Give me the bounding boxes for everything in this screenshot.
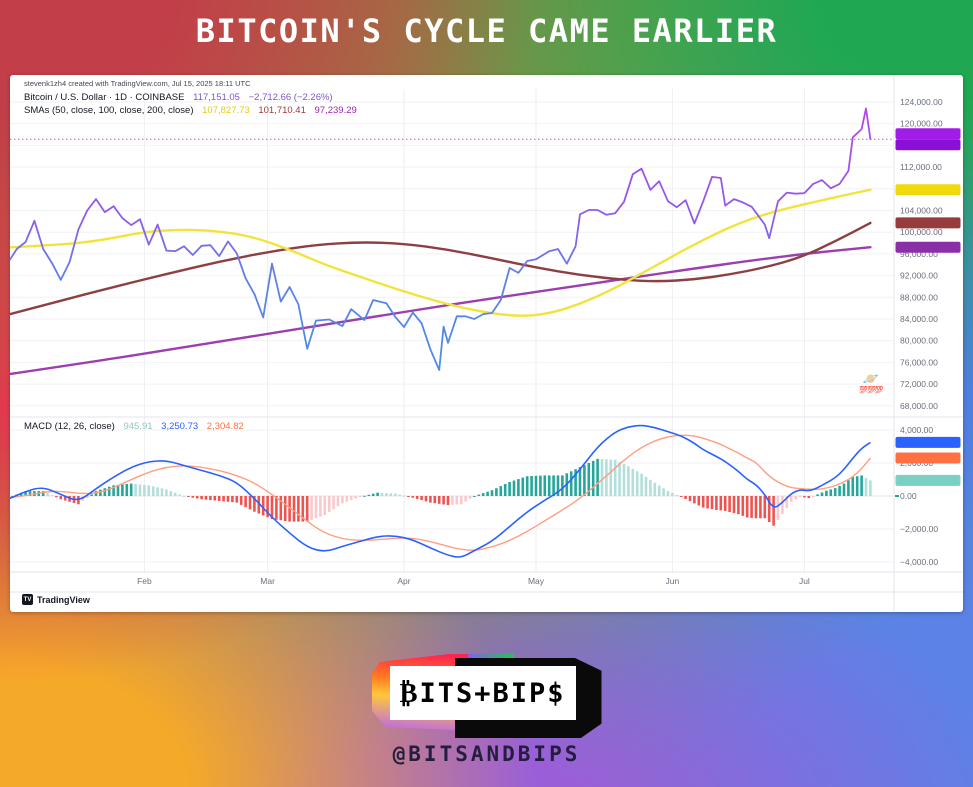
svg-text:80,000.00: 80,000.00 (900, 336, 938, 346)
macd-label: MACD (12, 26, close) (24, 421, 115, 432)
chart-attribution: stevenk1zh4 created with TradingView.com… (24, 79, 251, 88)
sma-line (10, 188, 872, 317)
sma100-value: 101,710.41 (258, 105, 306, 116)
plot-lines (10, 107, 894, 558)
sma-label: SMAs (50, close, 100, close, 200, close) (24, 105, 194, 116)
svg-text:−4,000.00: −4,000.00 (900, 557, 938, 567)
tradingview-footer: TV TradingView (22, 594, 90, 605)
svg-text:120,000.00: 120,000.00 (900, 119, 943, 129)
svg-text:−2,000.00: −2,000.00 (900, 524, 938, 534)
planet-emoji-icon: 🪐 (862, 371, 880, 386)
macd-hist-value: 945.91 (123, 421, 153, 432)
bits-bips-logo: ₿ITS+BIP$ (371, 648, 602, 738)
tradingview-label: TradingView (37, 594, 90, 605)
macd-histogram (11, 458, 872, 526)
svg-text:100,000.00: 100,000.00 (900, 227, 943, 237)
logo-text: ₿ITS+BIP$ (399, 677, 566, 709)
macd-line-value: 3,250.73 (161, 421, 199, 432)
svg-text:88,000.00: 88,000.00 (900, 292, 938, 302)
macd-legend: MACD (12, 26, close) 945.91 3,250.73 2,3… (24, 421, 250, 432)
tradingview-logo-icon: TV (22, 594, 33, 605)
svg-text:Jun: Jun (666, 576, 680, 586)
sma-line (10, 221, 872, 316)
svg-text:112,000.00: 112,000.00 (900, 162, 942, 172)
social-handle: @BITSANDBIPS (392, 742, 581, 766)
macd-line (10, 424, 871, 558)
logo-wordmark: ₿ITS+BIP$ (389, 666, 576, 720)
poster-title: BITCOIN'S CYCLE CAME EARLIER (195, 12, 778, 50)
symbol-legend: Bitcoin / U.S. Dollar · 1D · COINBASE 11… (24, 92, 339, 103)
svg-text:May: May (528, 576, 545, 586)
svg-text:92,000.00: 92,000.00 (900, 271, 938, 281)
emoji-stickers: 🪐 💯💯💯 (840, 372, 902, 394)
chart-panel: 124,000.00 120,000.00 112,000.00 104,000.00… (10, 75, 963, 612)
svg-text:Mar: Mar (260, 576, 275, 586)
svg-text:Apr: Apr (397, 576, 410, 586)
macd-signal-line (10, 434, 871, 551)
symbol-last-price: 117,151.05 (193, 92, 240, 103)
symbol-change: −2,712.66 (−2.26%) (248, 92, 333, 103)
hundred-emoji-icon: 💯💯💯 (859, 387, 883, 394)
svg-text:0.00: 0.00 (900, 491, 917, 501)
sma-legend: SMAs (50, close, 100, close, 200, close)… (24, 105, 363, 116)
sma-line (10, 246, 872, 376)
svg-text:Feb: Feb (137, 576, 152, 586)
macd-signal-value: 2,304.82 (206, 421, 244, 432)
svg-text:Jul: Jul (799, 576, 810, 586)
sma200-value: 97,239.29 (314, 105, 357, 116)
svg-text:72,000.00: 72,000.00 (900, 379, 938, 389)
symbol-name: Bitcoin / U.S. Dollar · 1D · COINBASE (24, 92, 185, 103)
price-line (10, 107, 872, 371)
svg-text:76,000.00: 76,000.00 (900, 357, 938, 367)
svg-text:84,000.00: 84,000.00 (900, 314, 938, 324)
svg-text:68,000.00: 68,000.00 (900, 401, 938, 411)
svg-text:4,000.00: 4,000.00 (900, 425, 933, 435)
price-badges (895, 128, 961, 486)
svg-text:124,000.00: 124,000.00 (900, 97, 943, 107)
svg-text:104,000.00: 104,000.00 (900, 206, 943, 216)
svg-text:96,000.00: 96,000.00 (900, 249, 938, 259)
sma50-value: 107,827.73 (202, 105, 250, 116)
chart-canvas: 124,000.00 120,000.00 112,000.00 104,000.00… (10, 75, 963, 612)
grid-layer (10, 75, 963, 612)
